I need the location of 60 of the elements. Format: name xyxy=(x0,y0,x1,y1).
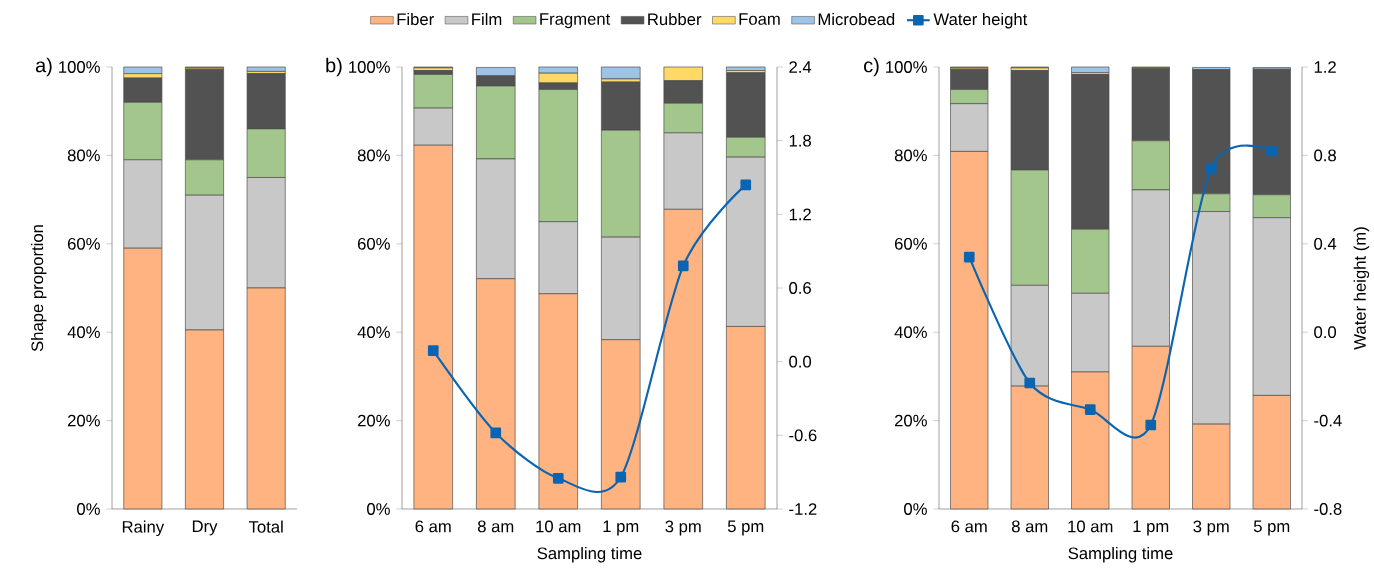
y2-tick-label: -0.6 xyxy=(789,429,817,442)
x-tick-label: 6 am xyxy=(951,520,987,533)
legend-label: Water height xyxy=(933,12,1028,29)
y-tick-label: 60% xyxy=(894,237,927,250)
y2-tick-label: -0.4 xyxy=(1314,414,1342,427)
legend-label: Fragment xyxy=(540,13,611,29)
y-tick-label: 0% xyxy=(367,503,390,515)
y2-tick-label: 0.8 xyxy=(1314,149,1336,162)
x-tick-label: 1 pm xyxy=(603,520,639,536)
y-tick-label: 0% xyxy=(904,503,927,515)
y2-tick-label: 0.4 xyxy=(1314,237,1337,250)
y-tick-label: 20% xyxy=(357,414,390,427)
x-tick-label: 10 am xyxy=(1068,520,1113,533)
legend-label: Fiber xyxy=(397,12,434,26)
y2-tick-label: -0.8 xyxy=(1314,503,1342,515)
x-tick-label: 5 pm xyxy=(1253,520,1290,536)
text: c) xyxy=(864,57,879,77)
y-tick-label: 80% xyxy=(894,149,927,162)
y2-tick-label: 2.4 xyxy=(789,61,812,73)
x-axis-title: Sampling time xyxy=(537,546,642,563)
y-tick-label: 0% xyxy=(77,503,100,515)
text: b) xyxy=(326,57,342,77)
y-tick-label: 100% xyxy=(59,61,100,73)
y-tick-label: 40% xyxy=(357,326,390,339)
y2-tick-label: 0.0 xyxy=(789,355,812,368)
legend-label: Microbead xyxy=(818,12,895,26)
y-axis-title: Shape proportion xyxy=(30,225,47,352)
y-tick-label: 60% xyxy=(67,237,100,250)
legend-label: Rubber xyxy=(648,12,702,26)
x-tick-label: Rainy xyxy=(122,520,165,537)
x-tick-label: 6 am xyxy=(415,520,451,533)
y2-tick-label: 0.6 xyxy=(789,282,811,294)
x-tick-label: 8 am xyxy=(1011,520,1048,533)
y2-tick-label: 1.8 xyxy=(789,134,811,147)
x-axis-title: Sampling time xyxy=(1068,546,1173,563)
x-tick-label: 1 pm xyxy=(1133,520,1169,536)
x-tick-label: Dry xyxy=(192,520,218,536)
y-tick-label: 20% xyxy=(67,414,100,427)
y-tick-label: 100% xyxy=(349,61,390,73)
y-tick-label: 40% xyxy=(67,326,100,339)
y-tick-label: 20% xyxy=(894,414,927,427)
y2-tick-label: 0.0 xyxy=(1314,326,1337,339)
text: a) xyxy=(35,57,52,77)
y-tick-label: 80% xyxy=(357,149,390,162)
x-tick-label: 8 am xyxy=(477,520,514,533)
y-tick-label: 60% xyxy=(357,237,390,250)
x-tick-label: 3 pm xyxy=(665,520,701,536)
y2-tick-label: 1.2 xyxy=(1314,61,1336,73)
x-tick-label: 10 am xyxy=(536,520,581,533)
legend-label: Film xyxy=(472,12,502,26)
y-tick-label: 80% xyxy=(67,149,100,162)
x-tick-label: 3 pm xyxy=(1193,520,1229,536)
y2-tick-label: 1.2 xyxy=(789,208,811,221)
y-tick-label: 40% xyxy=(894,326,927,339)
y2-tick-label: -1.2 xyxy=(789,503,817,515)
x-tick-label: Total xyxy=(248,520,283,533)
y-tick-label: 100% xyxy=(886,61,927,73)
legend-label: Foam xyxy=(739,13,780,25)
y2-axis-title: Water height (m) xyxy=(1353,227,1370,350)
x-tick-label: 5 pm xyxy=(727,520,764,536)
